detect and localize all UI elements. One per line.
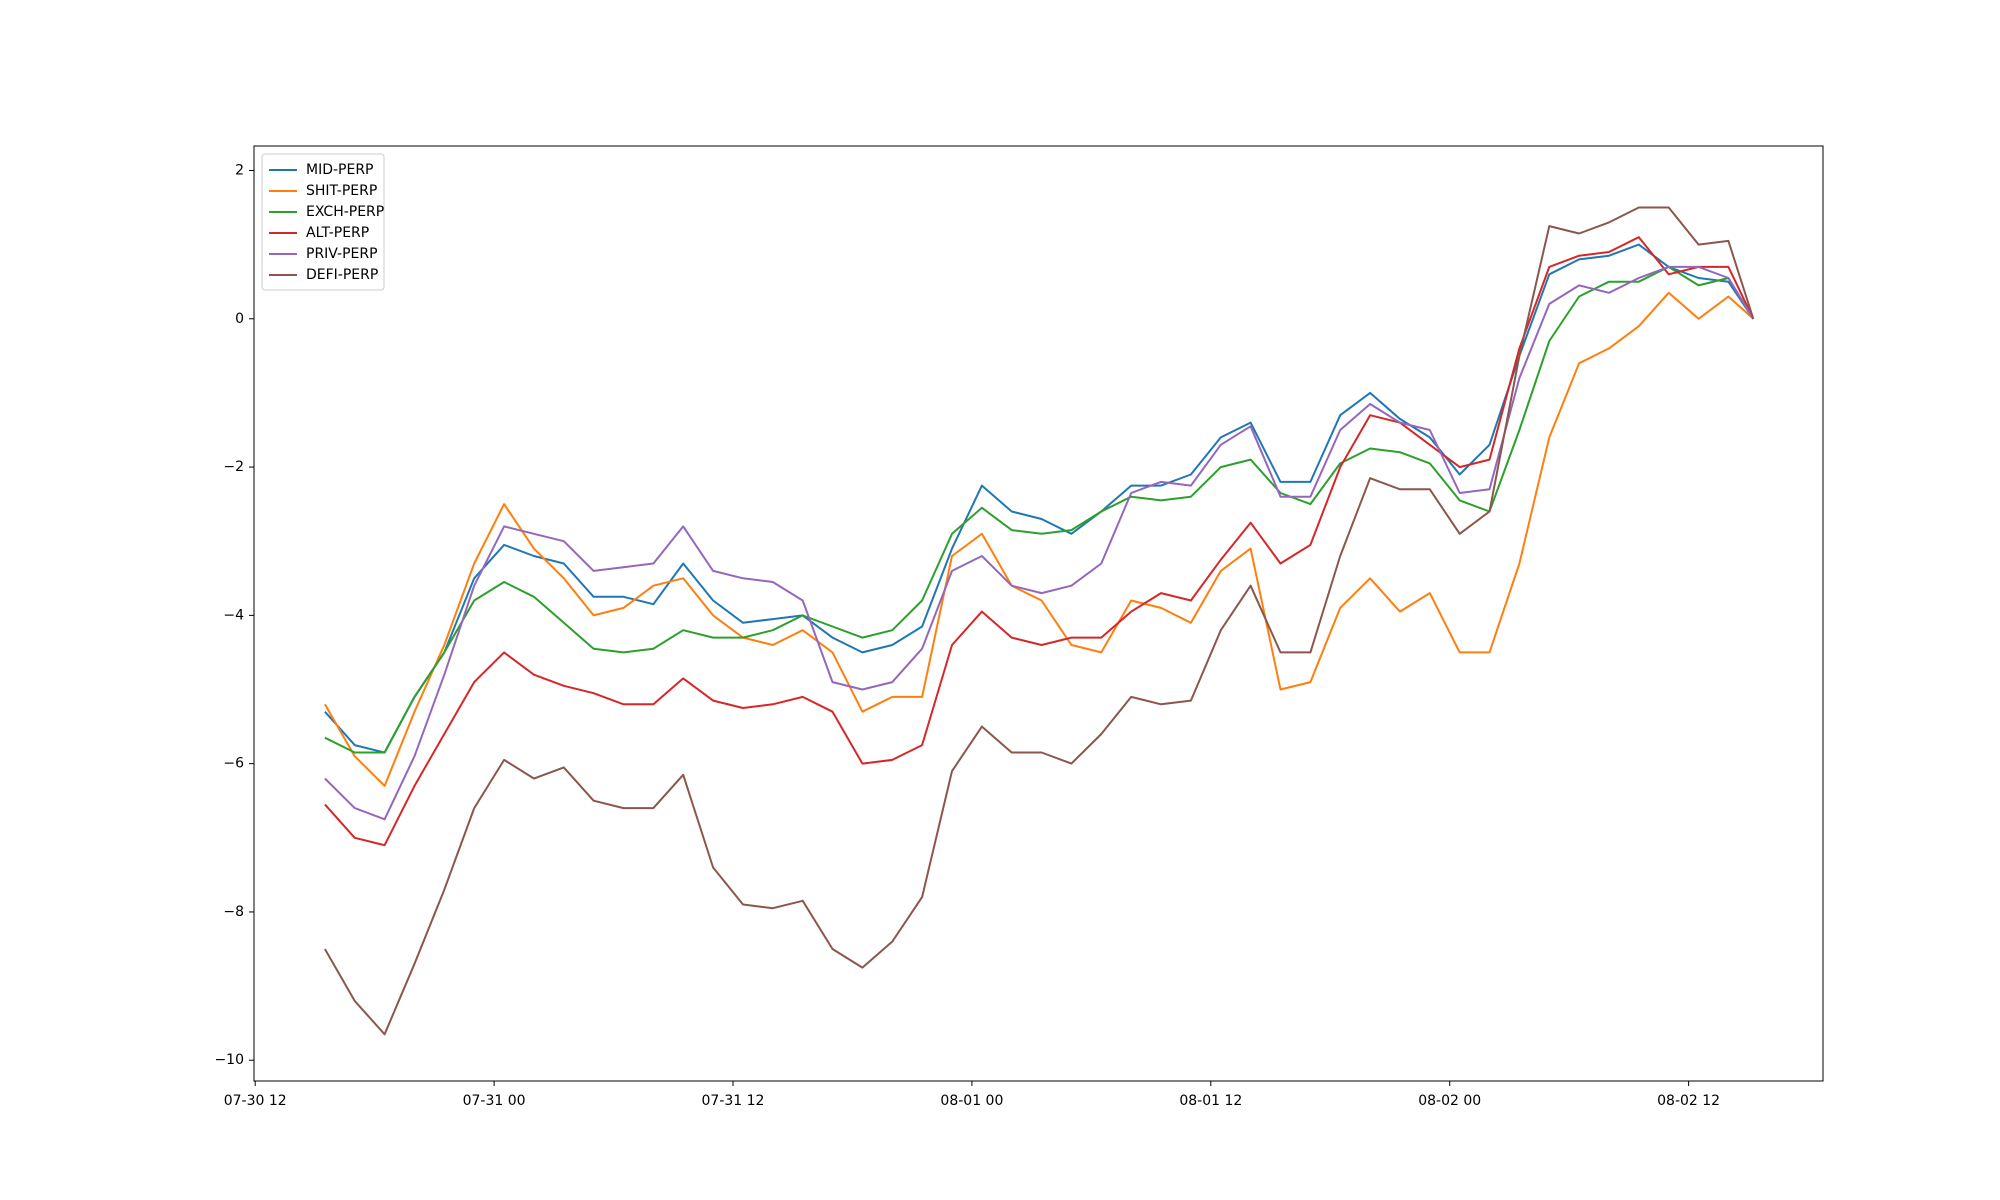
y-tick-label: −4 xyxy=(223,607,244,623)
legend-label: EXCH-PERP xyxy=(306,204,384,220)
y-tick-label: −10 xyxy=(214,1052,244,1068)
x-tick-label: 07-31 00 xyxy=(463,1093,526,1109)
legend-label: MID-PERP xyxy=(306,162,374,178)
series-line xyxy=(324,265,1755,754)
legend-label: SHIT-PERP xyxy=(306,183,377,199)
y-tick-label: 0 xyxy=(235,311,244,327)
legend-label: PRIV-PERP xyxy=(306,246,378,262)
legend-label: DEFI-PERP xyxy=(306,267,378,283)
axes-frame xyxy=(253,145,1824,1082)
series-line xyxy=(324,206,1755,1036)
series-line xyxy=(324,291,1754,787)
y-tick-label: 2 xyxy=(235,162,244,178)
y-tick-label: −8 xyxy=(223,904,244,920)
x-tick-label: 07-30 12 xyxy=(224,1093,287,1109)
legend-box xyxy=(261,153,385,291)
legend: MID-PERP SHIT-PERP EXCH-PERP ALT-PERP PRIV-P… xyxy=(261,153,385,291)
x-tick-label: 08-01 00 xyxy=(940,1093,1003,1109)
series-line xyxy=(324,265,1755,821)
y-tick-label: −2 xyxy=(223,459,244,475)
y-tick-label: −6 xyxy=(223,756,244,772)
plot-area xyxy=(324,206,1755,1036)
x-tick-label: 08-02 00 xyxy=(1418,1093,1481,1109)
x-tick-label: 07-31 12 xyxy=(702,1093,765,1109)
series-line xyxy=(324,236,1755,847)
x-tick-label: 08-01 12 xyxy=(1179,1093,1242,1109)
x-tick-label: 08-02 12 xyxy=(1657,1093,1720,1109)
legend-label: ALT-PERP xyxy=(306,225,369,241)
